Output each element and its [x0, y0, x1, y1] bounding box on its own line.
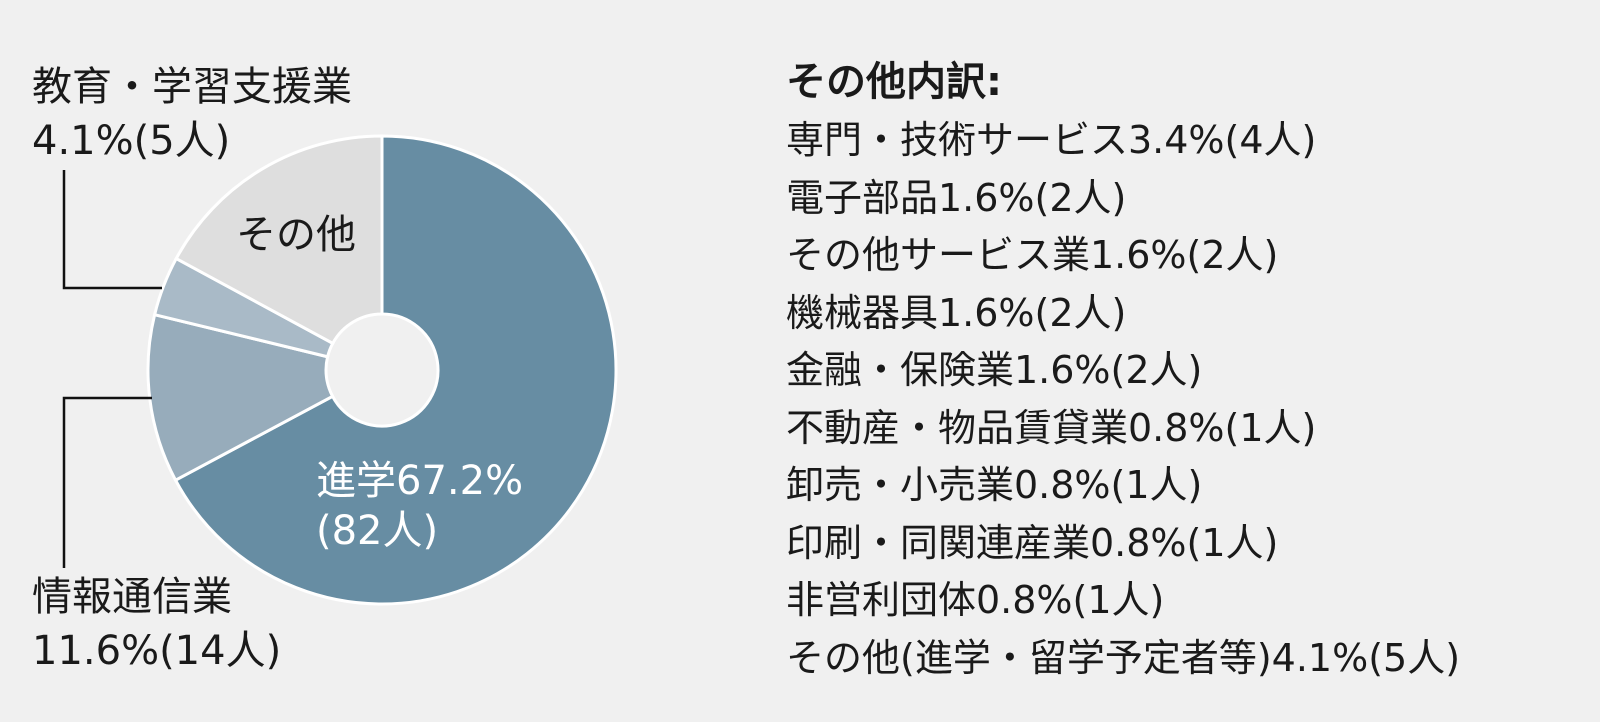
breakdown-item: 印刷・同関連産業0.8%(1人) — [786, 520, 1279, 565]
slice-jouhou — [146, 312, 335, 483]
breakdown-item: その他サービス業1.6%(2人) — [786, 233, 1279, 277]
breakdown-item: 機械器具1.6%(2人) — [786, 290, 1127, 335]
leader-line-kyouiku — [62, 170, 162, 290]
slice-label-shingaku: 進学67.2% (82人) — [316, 458, 524, 554]
breakdown-item: 専門・技術サービス3.4%(4人) — [786, 118, 1317, 162]
breakdown-item: その他(進学・留学予定者等)4.1%(5人) — [786, 635, 1461, 680]
breakdown-item: 金融・保険業1.6%(2人) — [786, 348, 1203, 392]
breakdown-title: その他内訳: — [786, 59, 1002, 105]
slice-sonota — [174, 134, 384, 346]
slices — [146, 134, 618, 606]
leader-lines — [62, 170, 162, 568]
breakdown-list: 専門・技術サービス3.4%(4人) 電子部品1.6%(2人) その他サービス業1… — [786, 112, 1460, 687]
breakdown-item: 電子部品1.6%(2人) — [786, 175, 1127, 220]
other-breakdown: その他内訳: 専門・技術サービス3.4%(4人) 電子部品1.6%(2人) その… — [786, 54, 1460, 687]
slice-shingaku — [173, 134, 618, 606]
leader-line-jouhou — [62, 396, 152, 568]
breakdown-item: 不動産・物品賃貸業0.8%(1人) — [786, 405, 1317, 450]
slice-label-sonota: その他 — [236, 212, 356, 258]
breakdown-item: 非営利団体0.8%(1人) — [786, 578, 1165, 622]
slice-label-kyouiku: 教育・学習支援業 4.1%(5人) — [32, 64, 352, 164]
slice-label-jouhou: 情報通信業 11.6%(14人) — [32, 574, 282, 674]
breakdown-item: 卸売・小売業0.8%(1人) — [786, 463, 1203, 507]
